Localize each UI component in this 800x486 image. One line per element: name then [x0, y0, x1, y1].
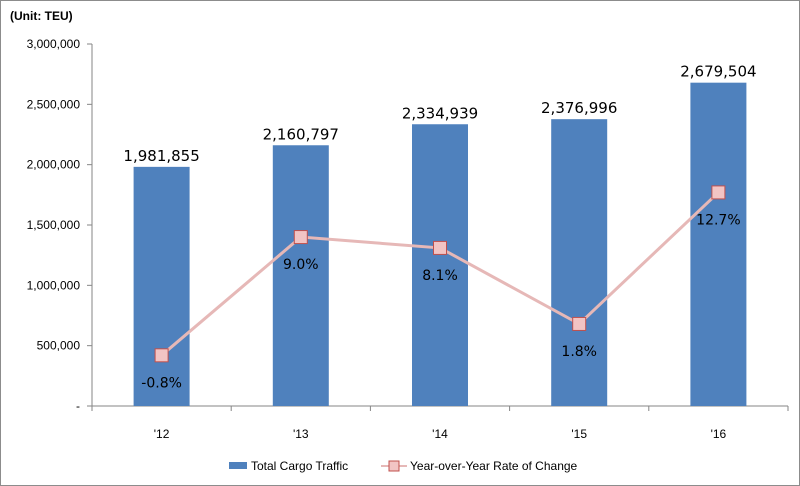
y-tick-label: 1,000,000 [27, 278, 81, 292]
rate-value-label: 8.1% [422, 268, 458, 284]
y-ticks: - 500,000 1,000,000 1,500,000 2,000,000 2,500… [27, 37, 92, 413]
rate-marker [433, 240, 447, 255]
unit-label: (Unit: TEU) [10, 9, 73, 23]
bar [690, 82, 747, 406]
bar-value-label: 2,334,939 [402, 104, 478, 122]
x-tick-label: '16 [711, 427, 727, 441]
bar-value-label: 2,376,996 [541, 99, 617, 117]
rate-labels: -0.8% 9.0% 8.1% 1.8% 12.7% [141, 212, 740, 391]
x-tick-label: '12 [154, 427, 170, 441]
legend-marker [388, 460, 400, 472]
y-tick-label: 500,000 [37, 339, 81, 353]
bar-labels: 1,981,855 2,160,797 2,334,939 2,376,996 2,67… [123, 63, 756, 165]
rate-value-label: -0.8% [141, 375, 182, 391]
bar [272, 145, 329, 406]
y-tick-label: 1,500,000 [27, 218, 81, 232]
x-tick-label: '14 [432, 427, 448, 441]
y-tick-label: - [76, 399, 80, 413]
bar-value-label: 1,981,855 [123, 147, 199, 165]
legend-label-line: Year-over-Year Rate of Change [410, 459, 578, 473]
bar-value-label: 2,679,504 [680, 63, 756, 81]
bars [133, 82, 747, 407]
x-ticks: '12 '13 '14 '15 '16 [91, 406, 789, 441]
y-tick-label: 2,500,000 [27, 97, 81, 111]
bar [133, 166, 190, 406]
y-tick-label: 3,000,000 [27, 37, 81, 51]
rate-value-label: 1.8% [561, 344, 597, 360]
legend-label-bar: Total Cargo Traffic [251, 459, 348, 473]
rate-marker [572, 316, 587, 331]
bar-value-label: 2,160,797 [263, 125, 339, 143]
rate-value-label: 12.7% [696, 212, 740, 228]
x-tick-label: '15 [571, 427, 587, 441]
x-tick-label: '13 [293, 427, 309, 441]
bar [551, 119, 608, 407]
legend-swatch-bar [229, 462, 247, 469]
bar [412, 124, 468, 406]
legend: Total Cargo Traffic Year-over-Year Rate … [229, 459, 578, 473]
rate-marker [154, 348, 169, 363]
rate-value-label: 9.0% [283, 257, 319, 273]
rate-line-group [154, 185, 726, 363]
rate-marker [711, 185, 726, 200]
rate-marker [293, 230, 308, 245]
y-tick-label: 2,000,000 [27, 158, 81, 172]
